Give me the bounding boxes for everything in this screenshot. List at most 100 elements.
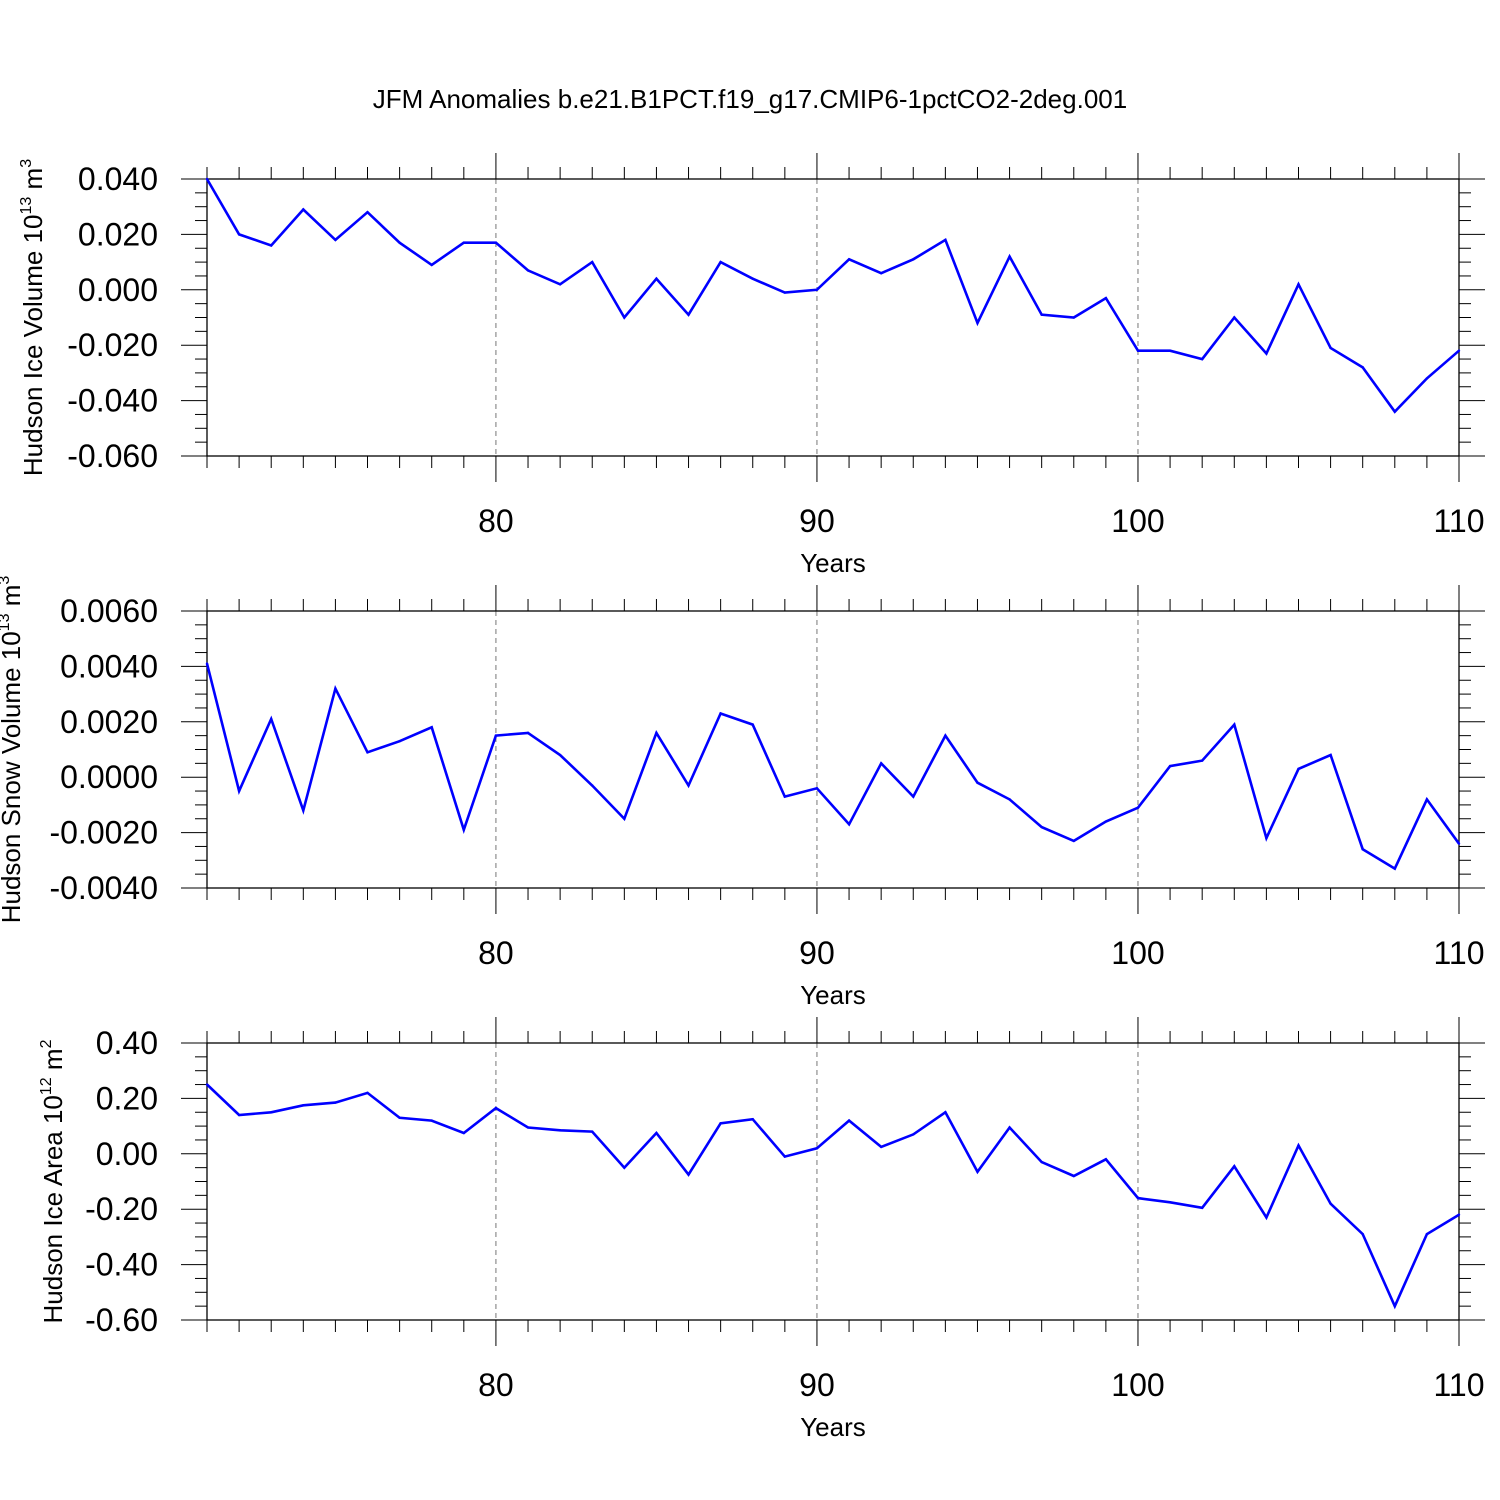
y-tick-label: 0.0060 — [60, 593, 158, 629]
data-point — [1104, 296, 1108, 300]
y-tick-label: 0.000 — [78, 272, 158, 308]
data-point — [205, 177, 209, 181]
data-point — [1008, 1126, 1011, 1129]
data-point — [1361, 848, 1364, 851]
data-point — [558, 1129, 562, 1132]
series-line — [205, 178, 1460, 414]
data-point — [558, 753, 562, 757]
data-point — [1200, 1206, 1204, 1210]
y-axis-label-text: Hudson Ice Volume 10 — [18, 214, 48, 476]
data-point — [591, 784, 594, 787]
data-point — [783, 1155, 787, 1158]
y-tick-label: 0.40 — [96, 1025, 158, 1061]
data-point — [1072, 1174, 1075, 1178]
series-line — [206, 1083, 1460, 1310]
data-point — [623, 817, 626, 820]
data-point — [1136, 349, 1140, 352]
data-point — [302, 809, 305, 812]
data-point — [815, 1147, 819, 1150]
data-point — [783, 795, 787, 798]
data-point — [623, 1166, 626, 1169]
data-point — [237, 789, 241, 793]
data-point — [270, 244, 273, 247]
data-point — [205, 662, 209, 665]
x-tick-label: 110 — [1433, 935, 1484, 971]
data-point — [270, 717, 273, 721]
data-point — [1361, 1232, 1364, 1236]
plot-frame — [206, 610, 1460, 889]
y-axis-label-superscript: 13 — [0, 613, 13, 631]
panel-3: 80 90 100 110 0.40 0.20 0.00 -0.20 -0.40 -0.60 Yea… — [38, 1017, 1485, 1442]
y-tick-label: 0.0020 — [60, 704, 158, 740]
x-tick-label: 100 — [1111, 1367, 1164, 1403]
data-point — [944, 1111, 947, 1114]
data-point — [1425, 377, 1429, 380]
data-point — [1457, 349, 1461, 352]
data-point — [719, 1122, 722, 1125]
y-tick-label: -0.60 — [85, 1302, 158, 1338]
x-tick-label: 90 — [799, 503, 835, 539]
data-point — [1072, 316, 1075, 319]
data-point — [1329, 753, 1332, 757]
data-point — [751, 277, 754, 280]
data-point — [1425, 798, 1429, 801]
x-axis-label: Years — [800, 548, 866, 578]
data-point — [1233, 316, 1236, 319]
data-point — [847, 258, 851, 261]
x-tick-label: 110 — [1433, 1367, 1484, 1403]
data-point — [430, 1119, 433, 1122]
data-point — [1136, 806, 1140, 809]
data-point — [334, 1101, 337, 1104]
data-point — [847, 823, 851, 826]
data-point — [1393, 1304, 1396, 1308]
data-point — [302, 1104, 305, 1107]
data-point — [1104, 820, 1108, 823]
data-point — [237, 1113, 241, 1117]
data-point — [430, 263, 433, 267]
data-point — [462, 241, 466, 244]
data-point — [1329, 1202, 1332, 1205]
x-tick-label: 80 — [478, 503, 514, 539]
data-point — [334, 687, 337, 690]
data-point — [334, 238, 337, 242]
data-point — [1136, 1196, 1140, 1200]
data-point — [1200, 759, 1204, 762]
data-point — [1168, 1201, 1172, 1204]
x-axis-label: Years — [800, 980, 866, 1010]
y-axis-label-text: m — [18, 168, 48, 197]
data-point — [879, 271, 883, 275]
y-tick-label: 0.020 — [78, 216, 158, 252]
data-point — [1393, 410, 1396, 413]
data-point — [879, 762, 883, 765]
data-point — [815, 787, 819, 790]
data-point — [494, 1106, 498, 1110]
data-point — [1457, 842, 1461, 845]
y-axis-label-text: m — [38, 1048, 68, 1077]
data-point — [366, 1091, 369, 1095]
data-point — [398, 739, 401, 743]
data-point — [944, 238, 947, 242]
data-point — [687, 313, 690, 316]
data-point — [462, 828, 466, 832]
x-axis-label: Years — [800, 1412, 866, 1442]
data-point — [879, 1145, 883, 1149]
data-point — [687, 784, 690, 787]
data-point — [1425, 1232, 1429, 1236]
figure-title: JFM Anomalies b.e21.B1PCT.f19_g17.CMIP6-… — [373, 84, 1127, 114]
data-point — [494, 734, 498, 737]
data-point — [1393, 867, 1396, 870]
data-point — [976, 781, 979, 784]
y-axis-label: Hudson Ice Area 1012 m2 — [38, 1039, 68, 1323]
data-point — [526, 269, 530, 272]
data-point — [1329, 346, 1332, 350]
data-point — [1265, 1216, 1268, 1219]
data-point — [751, 723, 754, 726]
data-point — [1297, 1144, 1300, 1147]
y-tick-label: -0.40 — [85, 1247, 158, 1283]
data-point — [912, 258, 915, 261]
data-point — [1457, 1213, 1461, 1216]
data-point — [1040, 825, 1043, 829]
data-point — [1200, 357, 1204, 361]
data-point — [1297, 283, 1300, 286]
x-tick-label: 80 — [478, 1367, 514, 1403]
